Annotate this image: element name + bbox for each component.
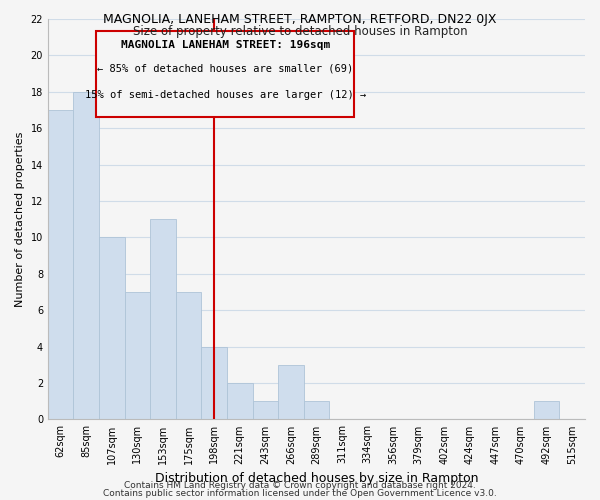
Bar bbox=[176, 292, 202, 420]
Text: ← 85% of detached houses are smaller (69): ← 85% of detached houses are smaller (69… bbox=[97, 64, 353, 74]
Bar bbox=[73, 92, 99, 420]
Text: Contains public sector information licensed under the Open Government Licence v3: Contains public sector information licen… bbox=[103, 488, 497, 498]
Bar bbox=[125, 292, 150, 420]
Bar bbox=[304, 401, 329, 419]
X-axis label: Distribution of detached houses by size in Rampton: Distribution of detached houses by size … bbox=[155, 472, 478, 485]
Bar bbox=[48, 110, 73, 420]
Bar bbox=[227, 383, 253, 420]
Bar bbox=[99, 238, 125, 420]
Bar bbox=[534, 401, 559, 419]
Text: MAGNOLIA LANEHAM STREET: 196sqm: MAGNOLIA LANEHAM STREET: 196sqm bbox=[121, 40, 330, 50]
Bar bbox=[202, 346, 227, 420]
FancyBboxPatch shape bbox=[96, 31, 354, 117]
Bar bbox=[253, 401, 278, 419]
Text: MAGNOLIA, LANEHAM STREET, RAMPTON, RETFORD, DN22 0JX: MAGNOLIA, LANEHAM STREET, RAMPTON, RETFO… bbox=[103, 12, 497, 26]
Bar bbox=[150, 219, 176, 420]
Text: 15% of semi-detached houses are larger (12) →: 15% of semi-detached houses are larger (… bbox=[85, 90, 366, 100]
Text: Size of property relative to detached houses in Rampton: Size of property relative to detached ho… bbox=[133, 25, 467, 38]
Y-axis label: Number of detached properties: Number of detached properties bbox=[15, 132, 25, 307]
Bar bbox=[278, 365, 304, 420]
Text: Contains HM Land Registry data © Crown copyright and database right 2024.: Contains HM Land Registry data © Crown c… bbox=[124, 481, 476, 490]
